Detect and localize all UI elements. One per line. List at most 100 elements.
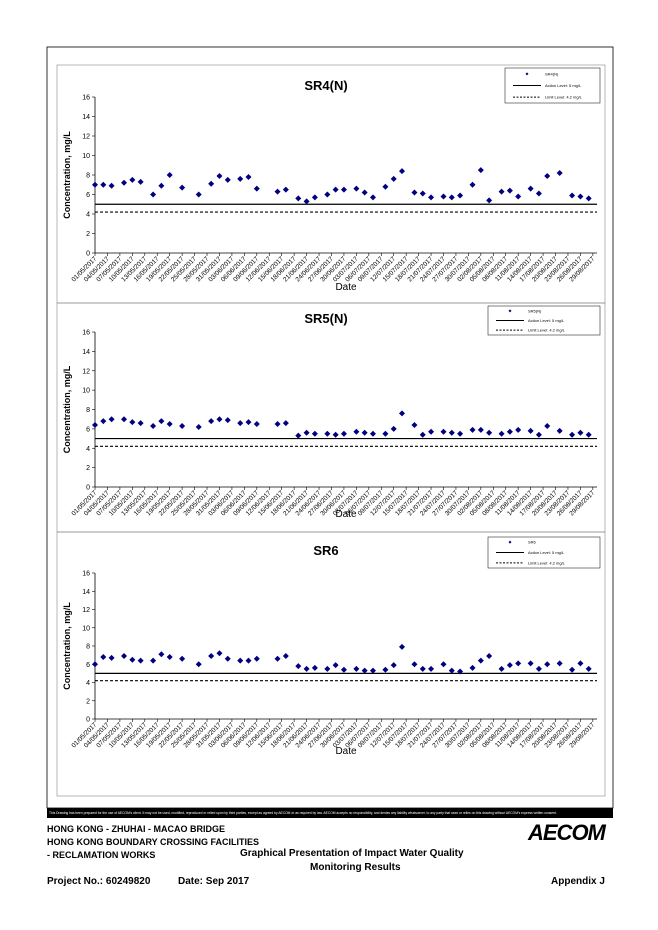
data-point: [108, 654, 115, 661]
data-point: [440, 428, 447, 435]
data-point: [216, 416, 223, 423]
chart-title: SR6: [313, 543, 338, 558]
y-tick-label: 12: [82, 607, 90, 614]
data-point: [469, 181, 476, 188]
data-point: [419, 190, 426, 197]
data-point: [369, 430, 376, 437]
data-point: [92, 661, 98, 668]
data-point: [448, 194, 455, 201]
y-axis-label: Concentration, mg/L: [62, 365, 72, 453]
data-point: [535, 665, 542, 672]
data-point: [498, 188, 505, 195]
y-tick-label: 10: [82, 153, 90, 160]
data-point: [129, 656, 136, 663]
data-point: [158, 418, 165, 425]
y-tick-label: 0: [86, 251, 90, 258]
y-tick-label: 6: [86, 426, 90, 433]
page-border: [46, 46, 614, 809]
data-point: [303, 198, 310, 205]
data-point: [150, 191, 157, 198]
data-point: [369, 667, 376, 674]
data-point: [477, 167, 484, 174]
y-tick-label: 6: [86, 192, 90, 199]
data-point: [166, 172, 173, 178]
data-point: [129, 176, 136, 183]
data-point: [556, 660, 563, 667]
data-point: [224, 417, 231, 424]
legend-label: Action Level: 5 mg/L: [528, 318, 565, 323]
data-point: [498, 665, 505, 672]
legend-label: Limit Level: 4.2 mg/L: [528, 560, 566, 565]
y-tick-label: 8: [86, 407, 90, 414]
data-point: [245, 419, 252, 426]
y-tick-label: 0: [86, 485, 90, 492]
data-point: [195, 423, 202, 430]
project-no: Project No.: 60249820: [47, 876, 151, 887]
data-point: [577, 429, 584, 436]
data-point: [332, 662, 339, 669]
data-point: [303, 429, 310, 436]
data-point: [361, 189, 368, 196]
appendix: Appendix J: [551, 876, 605, 887]
data-point: [158, 651, 165, 658]
data-point: [245, 173, 252, 180]
logo: AECOM: [528, 820, 606, 845]
data-point: [556, 427, 563, 434]
data-point: [166, 653, 173, 660]
data-point: [150, 657, 157, 664]
data-point: [544, 172, 551, 179]
y-tick-label: 4: [86, 446, 90, 453]
y-axis-label: Concentration, mg/L: [62, 131, 72, 219]
data-point: [527, 427, 534, 434]
project-line: - RECLAMATION WORKS: [47, 850, 156, 860]
legend-marker: [508, 309, 512, 313]
data-point: [121, 653, 128, 660]
data-point: [411, 422, 418, 428]
data-point: [411, 661, 418, 668]
data-point: [274, 655, 281, 662]
data-point: [469, 426, 476, 433]
data-point: [486, 429, 493, 436]
data-point: [477, 426, 484, 433]
data-point: [527, 660, 534, 667]
data-point: [585, 665, 592, 672]
data-point: [137, 420, 144, 427]
y-tick-label: 8: [86, 644, 90, 651]
data-point: [544, 661, 551, 668]
legend-label: Action Level: 5 mg/L: [528, 550, 565, 555]
data-point: [569, 431, 576, 438]
data-point: [100, 653, 107, 660]
y-tick-label: 10: [82, 388, 90, 395]
data-point: [440, 193, 447, 200]
legend-label: Limit Level: 4.2 mg/L: [545, 95, 583, 100]
data-point: [527, 185, 534, 192]
chart-frame: [56, 531, 606, 797]
data-point: [216, 650, 223, 657]
y-tick-label: 14: [82, 114, 90, 121]
data-point: [428, 194, 435, 201]
data-point: [137, 178, 144, 185]
data-point: [544, 422, 551, 429]
data-point: [515, 426, 522, 433]
data-point: [311, 664, 318, 671]
y-tick-label: 0: [86, 717, 90, 724]
y-tick-label: 16: [82, 330, 90, 337]
data-point: [121, 179, 128, 186]
data-point: [369, 194, 376, 201]
data-point: [506, 428, 513, 435]
data-point: [158, 182, 165, 189]
data-point: [282, 420, 289, 427]
sheet-title: Monitoring Results: [310, 862, 401, 873]
legend-marker: [508, 540, 512, 544]
y-tick-label: 12: [82, 368, 90, 375]
data-point: [92, 181, 98, 188]
chart-title: SR4(N): [304, 78, 347, 93]
y-tick-label: 14: [82, 349, 90, 356]
data-point: [428, 428, 435, 435]
data-point: [166, 421, 173, 428]
data-point: [469, 664, 476, 671]
data-point: [440, 661, 447, 668]
data-point: [486, 653, 493, 660]
data-point: [457, 430, 464, 437]
data-point: [100, 418, 107, 425]
